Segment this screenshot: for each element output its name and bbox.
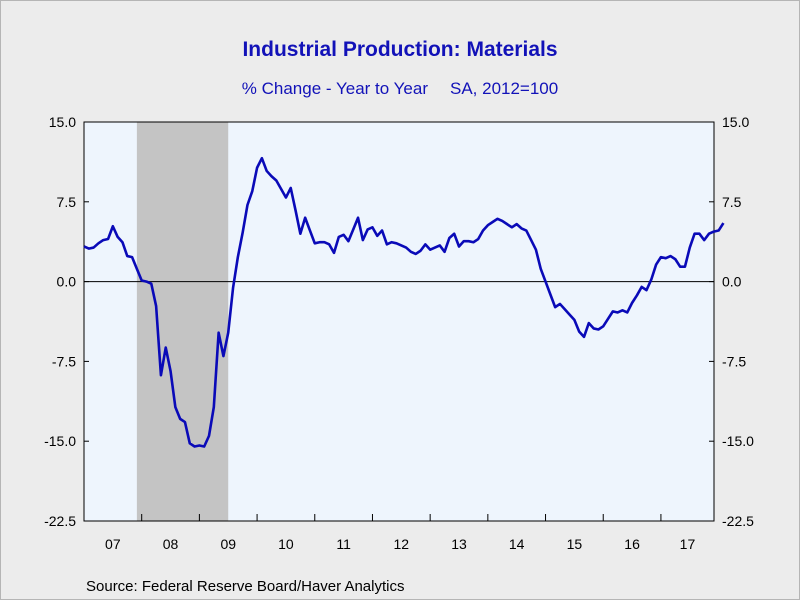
y-tick-label-right: 7.5 [722, 194, 742, 210]
subtitle-seasonal: SA, 2012=100 [449, 79, 559, 98]
chart-subtitle: % Change - Year to Year SA, 2012=100 [0, 79, 800, 99]
y-tick-label-left: -22.5 [44, 513, 76, 529]
y-tick-label-left: 7.5 [57, 194, 77, 210]
x-tick-label: 08 [163, 536, 179, 552]
plot-border [83, 121, 715, 522]
x-tick-label: 17 [680, 536, 696, 552]
y-tick-label-right: -7.5 [722, 353, 746, 369]
x-tick-label: 15 [567, 536, 583, 552]
recession-band [136, 122, 229, 521]
source-note: Source: Federal Reserve Board/Haver Anal… [86, 578, 405, 595]
x-tick-label: 11 [336, 536, 351, 552]
y-tick-label-right: 15.0 [722, 114, 749, 130]
y-tick-label-left: 0.0 [57, 274, 77, 290]
y-tick-label-right: 0.0 [722, 274, 742, 290]
y-tick-label-left: -15.0 [44, 433, 76, 449]
x-tick-label: 16 [624, 536, 640, 552]
subtitle-change: % Change - Year to Year [241, 79, 428, 98]
x-tick-label: 09 [220, 536, 236, 552]
x-tick-label: 14 [509, 536, 525, 552]
x-tick-label: 13 [451, 536, 467, 552]
y-tick-label-left: 15.0 [49, 114, 76, 130]
x-tick-label: 07 [105, 536, 121, 552]
chart-title: Industrial Production: Materials [242, 38, 558, 61]
y-tick-label-right: -15.0 [722, 433, 754, 449]
series-line [83, 156, 725, 448]
y-tick-label-left: -7.5 [52, 353, 76, 369]
x-tick-label: 12 [394, 536, 410, 552]
x-tick-label: 10 [278, 536, 294, 552]
y-tick-label-right: -22.5 [722, 513, 754, 529]
